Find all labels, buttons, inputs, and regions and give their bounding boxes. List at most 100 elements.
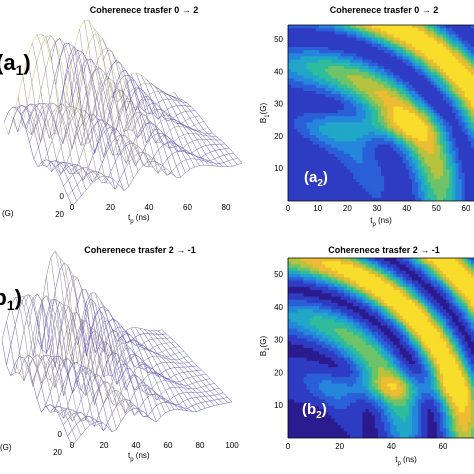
panel-a2-contour-cell (393, 87, 398, 92)
panel-a2-contour-cell (396, 65, 401, 70)
panel-a2-contour-cell (312, 47, 317, 51)
panel-a2-contour-cell (427, 138, 432, 142)
panel-a2-contour-cell (393, 91, 398, 95)
panel-a2-contour-cell (390, 188, 394, 193)
panel-a2-contour-cell (350, 84, 354, 89)
panel-a2-contour-cell (374, 128, 379, 133)
panel-a1-mesh-line (150, 82, 219, 167)
panel-a2-contour-cell (309, 69, 314, 73)
panel-a2-contour-cell (467, 43, 472, 48)
panel-b2-contour-cell (405, 277, 410, 282)
panel-a2-contour-cell (427, 109, 432, 114)
panel-a2-contour-cell (408, 128, 413, 133)
panel-a2-contour-cell (362, 87, 367, 92)
panel-a2-contour-cell (424, 169, 429, 174)
panel-a2-contour-cell (322, 72, 326, 76)
panel-b2-contour-cell (396, 277, 401, 282)
panel-b2-contour-cell (433, 270, 438, 275)
panel-a2-contour-cell (334, 94, 339, 98)
panel-b2-contour-cell (430, 322, 435, 327)
panel-a2-contour-cell (377, 169, 382, 174)
panel-a2-contour-cell (443, 179, 447, 183)
panel-a2-contour-cell (343, 116, 348, 120)
panel-a2-contour-cell (399, 116, 404, 120)
panel-a2-contour-cell (430, 56, 435, 61)
panel-a2-contour-cell (412, 47, 416, 51)
panel-a2-contour-cell (470, 84, 474, 89)
panel-b2-contour-cell (374, 306, 379, 311)
panel-a2-contour-cell (396, 194, 401, 199)
panel-b2-contour-cell (427, 322, 432, 327)
panel-a2-contour-cell (353, 103, 357, 108)
panel-b2-contour-cell (470, 299, 474, 304)
panel-a2-contour-cell (368, 109, 373, 114)
panel-a2-contour-cell (415, 91, 419, 95)
panel-a2-contour-cell (402, 128, 407, 133)
panel-a2-contour-cell (458, 84, 463, 89)
panel-a2-contour-cell (405, 91, 410, 95)
panel-b1-label-close: ) (15, 285, 22, 310)
panel-a2-contour-cell (365, 125, 370, 130)
panel-a2-contour-cell (421, 166, 425, 171)
panel-a2-contour-cell (443, 56, 447, 61)
panel-a2-contour-cell (377, 53, 382, 58)
panel-a2-contour-cell (365, 91, 370, 95)
panel-b2-contour-cell (418, 258, 422, 262)
panel-b2-contour-cell (291, 293, 295, 298)
panel-a2-contour-cell (424, 147, 429, 152)
panel-a2-contour-cell (421, 94, 425, 98)
panel-a2-contour-cell (328, 141, 332, 146)
panel-a2-contour-cell (343, 78, 348, 83)
panel-a2-contour-cell (408, 91, 413, 95)
panel-a2-contour-cell (325, 78, 329, 83)
panel-a2-contour-cell (436, 75, 441, 80)
panel-b2-contour-cell (387, 290, 391, 294)
panel-a2-contour-cell (402, 56, 407, 61)
panel-a2-contour-cell (430, 28, 435, 32)
panel-b2-contour (288, 258, 474, 438)
panel-a2-contour-cell (464, 40, 469, 45)
panel-a2-contour-cell (312, 141, 317, 146)
panel-b2-contour-cell (390, 325, 394, 330)
panel-b2-contour-cell (446, 258, 450, 262)
panel-b2-contour-cell (458, 283, 463, 288)
panel-a2-contour-cell (458, 131, 463, 136)
panel-a2-contour-cell (443, 119, 447, 124)
panel-a2-contour-cell (443, 69, 447, 73)
panel-a2-contour-cell (455, 138, 460, 142)
panel-a2-contour-cell (303, 53, 308, 58)
panel-a2-contour-cell (297, 172, 301, 177)
panel-a2-contour-cell (362, 37, 367, 42)
panel-a2-contour-cell (359, 150, 363, 155)
panel-a2-contour-cell (325, 75, 329, 80)
panel-b2-contour-cell (452, 280, 456, 285)
panel-b2-contour-cell (319, 296, 323, 301)
panel-a2-contour-cell (433, 125, 438, 130)
panel-a2-contour-cell (312, 197, 317, 201)
panel-a2-contour-cell (303, 119, 308, 124)
panel-a2-contour-cell (350, 53, 354, 58)
panel-a2-contour-cell (322, 62, 326, 67)
panel-a2-contour-cell (464, 169, 469, 174)
panel-a2-contour-cell (408, 188, 413, 193)
panel-b2-contour-cell (288, 322, 292, 327)
panel-a2-contour-cell (433, 69, 438, 73)
panel-b2-contour-cell (458, 303, 463, 307)
panel-b1-mesh-line (50, 257, 122, 422)
panel-a2-contour-cell (415, 87, 419, 92)
panel-a2-contour-cell (303, 116, 308, 120)
panel-a2-contour-cell (408, 81, 413, 86)
panel-b2-contour-cell (312, 280, 317, 285)
panel-b2-contour-cell (365, 309, 370, 314)
panel-a2-contour-cell (396, 135, 401, 139)
panel-b2-contour-cell (309, 322, 314, 327)
panel-b2-contour-cell (408, 258, 413, 262)
panel-a2-contour-cell (399, 191, 404, 196)
panel-a2-contour-cell (294, 172, 298, 177)
panel-a2-contour-cell (424, 150, 429, 155)
panel-a2-contour-cell (384, 34, 388, 39)
panel-b2-contour-cell (322, 267, 326, 272)
panel-a2-contour-cell (371, 69, 376, 73)
panel-b2-contour-cell (461, 325, 466, 330)
panel-a2-contour-cell (446, 138, 450, 142)
